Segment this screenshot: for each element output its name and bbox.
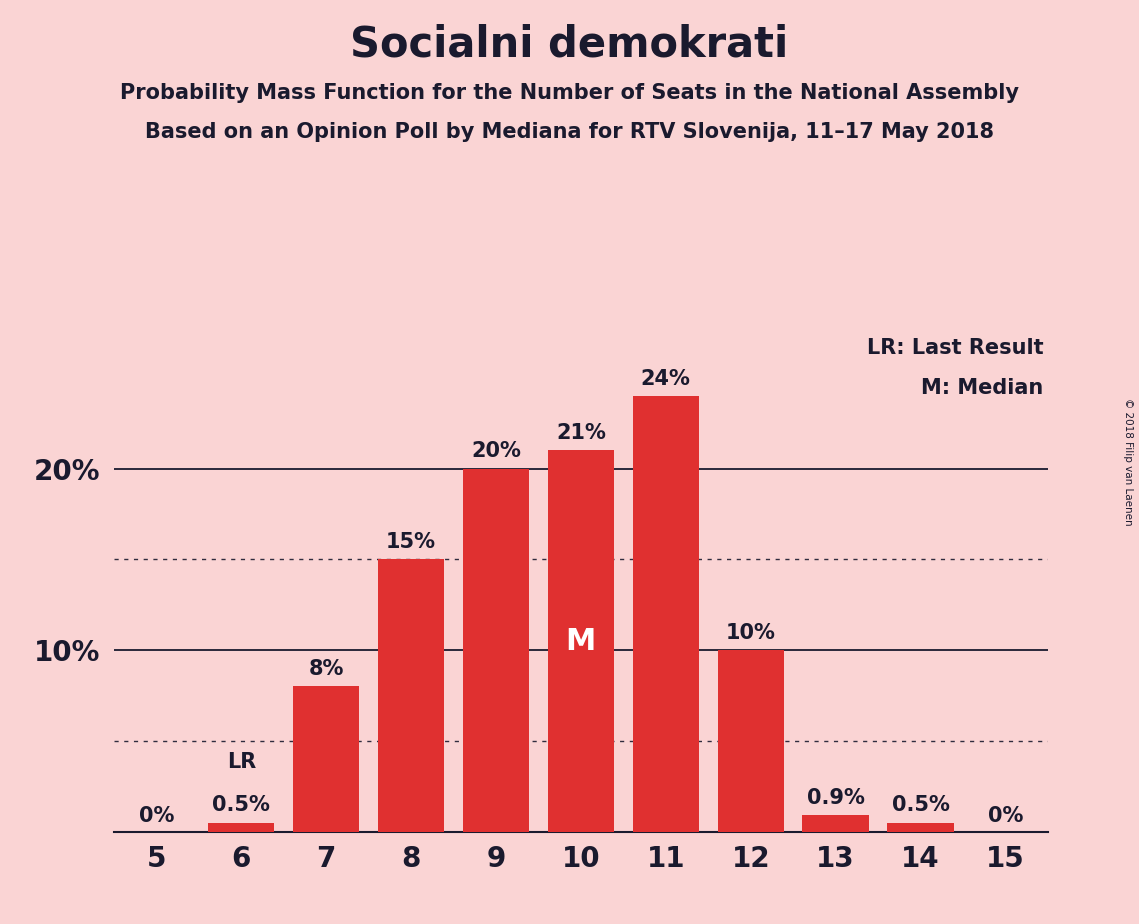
Text: 21%: 21% <box>556 423 606 444</box>
Bar <box>293 687 359 832</box>
Text: LR: Last Result: LR: Last Result <box>867 338 1043 358</box>
Bar <box>462 468 530 832</box>
Text: 0.5%: 0.5% <box>892 796 950 815</box>
Bar <box>548 450 614 832</box>
Text: 20%: 20% <box>472 442 521 461</box>
Bar <box>803 815 869 832</box>
Text: Socialni demokrati: Socialni demokrati <box>351 23 788 65</box>
Text: 0.9%: 0.9% <box>806 788 865 808</box>
Text: 8%: 8% <box>309 659 344 679</box>
Text: 15%: 15% <box>386 532 436 552</box>
Text: © 2018 Filip van Laenen: © 2018 Filip van Laenen <box>1123 398 1133 526</box>
Bar <box>632 396 699 832</box>
Text: 0%: 0% <box>139 806 174 826</box>
Text: 24%: 24% <box>641 369 690 389</box>
Text: Based on an Opinion Poll by Mediana for RTV Slovenija, 11–17 May 2018: Based on an Opinion Poll by Mediana for … <box>145 122 994 142</box>
Text: 0.5%: 0.5% <box>212 796 270 815</box>
Bar <box>378 559 444 832</box>
Bar <box>718 650 784 832</box>
Text: 10%: 10% <box>726 623 776 643</box>
Bar <box>887 822 953 832</box>
Text: LR: LR <box>227 752 256 772</box>
Text: 0%: 0% <box>988 806 1023 826</box>
Text: Probability Mass Function for the Number of Seats in the National Assembly: Probability Mass Function for the Number… <box>120 83 1019 103</box>
Text: M: Median: M: Median <box>921 378 1043 398</box>
Text: M: M <box>566 626 596 655</box>
Bar <box>208 822 274 832</box>
